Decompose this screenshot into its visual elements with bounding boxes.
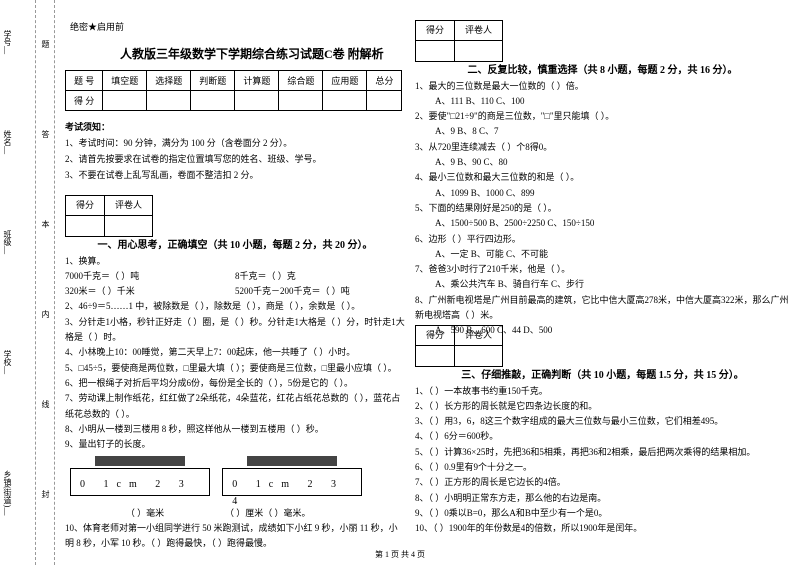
seal-char: 本 — [40, 220, 51, 228]
q8: 8、（ ）小明明正常东方走，那么他的右边是南。 — [415, 491, 790, 506]
cell: 评卷人 — [105, 196, 153, 216]
grade-box: 得分评卷人 — [415, 325, 503, 367]
cell: 综合题 — [279, 71, 323, 91]
cell — [235, 91, 279, 111]
seal-char: 题 — [40, 40, 51, 48]
notice-list: 1、考试时间：90 分钟，满分为 100 分（含卷面分 2 分）。 2、请首先按… — [65, 135, 322, 184]
seal-char: 线 — [40, 400, 51, 408]
cell — [279, 91, 323, 111]
seal-char: 答 — [40, 130, 51, 138]
section-1: 得分评卷人 一、用心思考，正确填空（共 10 小题，每题 2 分，共 20 分）… — [65, 195, 405, 552]
label-student-id: 学号__ — [2, 30, 13, 54]
q3: 3、分针走1小格，秒针正好走（ ）圈，是（ ）秒。分针走1大格是（ ）分，时针走… — [65, 315, 405, 346]
section-3: 得分评卷人 三、仔细推敲，正确判断（共 10 小题，每题 1.5 分，共 15 … — [415, 325, 790, 537]
q1: 1、（ ）一本故事书约重150千克。 — [415, 384, 790, 399]
grade-box: 得分评卷人 — [415, 20, 503, 62]
exam-title: 人教版三年级数学下学期综合练习试题C卷 附解析 — [120, 45, 384, 62]
label-school: 学校__ — [2, 350, 13, 374]
grade-box: 得分评卷人 — [65, 195, 153, 237]
q6: 6、边形（ ）平行四边形。 — [415, 232, 790, 247]
ruler-1-scale: 0 1cm 2 3 — [80, 476, 192, 493]
cell: 选择题 — [147, 71, 191, 91]
binding-line — [35, 0, 36, 565]
cell: 判断题 — [191, 71, 235, 91]
cell: 评卷人 — [455, 326, 503, 346]
q5-opts: A、1500÷500 B、2500÷2250 C、150÷150 — [415, 216, 790, 231]
label-town: 乡镇(街道)__ — [2, 470, 13, 515]
seal-char: 内 — [40, 310, 51, 318]
cell — [323, 91, 367, 111]
q8: 8、小明从一楼到三楼用 8 秒，照这样他从一楼到五楼用（ ）秒。 — [65, 422, 405, 437]
q5: 5、下面的结果刚好是250的是（ ）。 — [415, 201, 790, 216]
cell: 评卷人 — [455, 21, 503, 41]
section-2-title: 二、反复比较，慎重选择（共 8 小题，每题 2 分，共 16 分）。 — [415, 62, 790, 79]
cell: 题 号 — [66, 71, 103, 91]
q7: 7、爸爸3小时行了210千米，他是（ ）。 — [415, 262, 790, 277]
cell: 填空题 — [103, 71, 147, 91]
q10: 10、（ ）1900年的年份数是4的倍数，所以1900年是闰年。 — [415, 521, 790, 536]
notice-item: 1、考试时间：90 分钟，满分为 100 分（含卷面分 2 分）。 — [65, 135, 322, 151]
cell: 得分 — [416, 326, 455, 346]
q6-opts: A、一定 B、可能 C、不可能 — [415, 247, 790, 262]
table-row: 题 号 填空题 选择题 判断题 计算题 综合题 应用题 总分 — [66, 71, 402, 91]
q7: 7、（ ）正方形的周长是它边长的4倍。 — [415, 475, 790, 490]
secret-label: 绝密★启用前 — [70, 20, 124, 33]
q5: 5、（ ）计算36×25时，先把36和5相乘，再把36和2相乘，最后把两次乘得的… — [415, 445, 790, 460]
notice-item: 3、不要在试卷上乱写乱画，卷面不整洁扣 2 分。 — [65, 167, 322, 183]
q1-part: 320米＝（ ）千米 — [65, 284, 235, 299]
notice-item: 2、请首先按要求在试卷的指定位置填写您的姓名、班级、学号。 — [65, 151, 322, 167]
q2-opts: A、9 B、8 C、7 — [415, 124, 790, 139]
section-2: 得分评卷人 二、反复比较，慎重选择（共 8 小题，每题 2 分，共 16 分）。… — [415, 20, 790, 339]
q1: 1、最大的三位数是最大一位数的（ ）倍。 — [415, 79, 790, 94]
score-table: 题 号 填空题 选择题 判断题 计算题 综合题 应用题 总分 得 分 — [65, 70, 402, 111]
q9: 9、量出钉子的长度。 — [65, 437, 405, 452]
q2: 2、46÷9＝5……1 中，被除数是（ ），除数是（ ），商是（ ），余数是（ … — [65, 299, 405, 314]
q6: 6、把一根绳子对折后平均分成6份，每份是全长的（ ），5份是它的（ ）。 — [65, 376, 405, 391]
label-name: 姓名__ — [2, 130, 13, 154]
cell: 计算题 — [235, 71, 279, 91]
ruler-2-scale: 0 1cm 2 3 4 — [232, 476, 367, 510]
cell — [367, 91, 402, 111]
cell — [103, 91, 147, 111]
q7-opts: A、乘公共汽车 B、骑自行车 C、步行 — [415, 277, 790, 292]
cell: 应用题 — [323, 71, 367, 91]
q4: 4、小林晚上10：00睡觉，第二天早上7：00起床，他一共睡了（ ）小时。 — [65, 345, 405, 360]
cell: 总分 — [367, 71, 402, 91]
q1-part: 7000千克＝（ ）吨 — [65, 269, 235, 284]
q3-opts: A、9 B、90 C、80 — [415, 155, 790, 170]
q7: 7、劳动课上制作纸花，红红做了2朵纸花，4朵蓝花，红花占纸花总数的（ ），蓝花占… — [65, 391, 405, 422]
q1-part: 8千克＝（ ）克 — [235, 271, 296, 281]
q3: 3、（ ）用3，6，8这三个数字组成的最大三位数与最小三位数，它们相差495。 — [415, 414, 790, 429]
cell — [147, 91, 191, 111]
ruler-1: 0 1cm 2 3 — [65, 456, 215, 496]
q2: 2、（ ）长方形的周长就是它四条边长度的和。 — [415, 399, 790, 414]
q1-part: 5200千克－200千克＝（ ）吨 — [235, 286, 350, 296]
q4: 4、最小三位数和最大三位数的和是（ ）。 — [415, 170, 790, 185]
q2: 2、要使"□21÷9"的商是三位数，"□"里只能填（ ）。 — [415, 109, 790, 124]
q9-ans1: （ ）毫米 — [65, 506, 225, 521]
page-footer: 第 1 页 共 4 页 — [0, 549, 800, 560]
q1: 1、换算。 — [65, 254, 405, 269]
notice-title: 考试须知： — [65, 120, 110, 133]
q3: 3、从720里连续减去（ ）个8得0。 — [415, 140, 790, 155]
cell: 得 分 — [66, 91, 103, 111]
label-class: 班级__ — [2, 230, 13, 254]
cell: 得分 — [416, 21, 455, 41]
cell — [191, 91, 235, 111]
q8: 8、广州新电视塔是广州目前最高的建筑，它比中信大厦高278米，中信大厦高322米… — [415, 293, 790, 324]
q6: 6、（ ）0.9里有9个十分之一。 — [415, 460, 790, 475]
cell: 得分 — [66, 196, 105, 216]
q9: 9、（ ）0乘以B=0，那么A和B中至少有一个是0。 — [415, 506, 790, 521]
q10: 10、体育老师对第一小组同学进行 50 米跑测试，成绩如下小红 9 秒，小丽 1… — [65, 521, 405, 552]
q4: 4、（ ）6分＝600秒。 — [415, 429, 790, 444]
q1-opts: A、111 B、110 C、100 — [415, 94, 790, 109]
section-1-title: 一、用心思考，正确填空（共 10 小题，每题 2 分，共 20 分）。 — [65, 237, 405, 254]
q5: 5、□45÷5，要使商是两位数，□里最大填（ ）；要使商是三位数，□里最小应填（… — [65, 361, 405, 376]
ruler-2: 0 1cm 2 3 4 — [217, 456, 367, 496]
table-row: 得 分 — [66, 91, 402, 111]
section-3-title: 三、仔细推敲，正确判断（共 10 小题，每题 1.5 分，共 15 分）。 — [415, 367, 790, 384]
binding-area: 学号__ 姓名__ 班级__ 学校__ 乡镇(街道)__ 题 答 本 内 线 封 — [0, 0, 55, 565]
seal-char: 封 — [40, 490, 51, 498]
q4-opts: A、1099 B、1000 C、899 — [415, 186, 790, 201]
